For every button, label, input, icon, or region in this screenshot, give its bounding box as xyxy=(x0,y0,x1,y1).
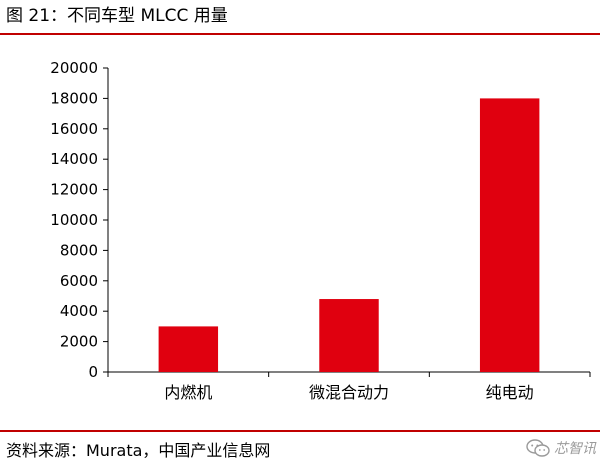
y-tick-label: 0 xyxy=(88,363,98,381)
x-category-label: 内燃机 xyxy=(164,383,212,402)
x-category-label: 纯电动 xyxy=(486,383,534,402)
bar xyxy=(158,326,219,372)
y-tick-label: 20000 xyxy=(50,59,98,77)
y-tick-label: 18000 xyxy=(50,89,98,107)
watermark: 芯智讯 xyxy=(526,438,596,458)
wechat-icon xyxy=(526,439,550,457)
y-axis: 0 2000 4000 6000 8000 10000 12000 14000 16000 180… xyxy=(50,59,109,381)
source-note: 资料来源：Murata，中国产业信息网 xyxy=(6,441,271,460)
y-tick-label: 4000 xyxy=(60,302,98,320)
figure-title: 图 21：不同车型 MLCC 用量 xyxy=(6,6,228,26)
y-tick-label: 14000 xyxy=(50,150,98,168)
watermark-text: 芯智讯 xyxy=(554,441,596,457)
title-divider xyxy=(0,33,600,35)
y-tick-label: 8000 xyxy=(60,241,98,259)
bars xyxy=(158,98,540,373)
bar xyxy=(319,299,379,372)
y-tick-label: 6000 xyxy=(60,272,98,290)
y-tick-label: 2000 xyxy=(60,333,98,351)
source-divider xyxy=(0,430,600,432)
x-category-label: 微混合动力 xyxy=(309,383,389,402)
y-tick-label: 16000 xyxy=(50,120,98,138)
bar-chart: 0 2000 4000 6000 8000 10000 12000 14000 16000 180… xyxy=(50,59,591,402)
x-axis: 内燃机 微混合动力 纯电动 xyxy=(107,371,591,402)
bar xyxy=(479,98,540,373)
y-tick-label: 12000 xyxy=(50,181,98,199)
y-tick-label: 10000 xyxy=(50,211,98,229)
